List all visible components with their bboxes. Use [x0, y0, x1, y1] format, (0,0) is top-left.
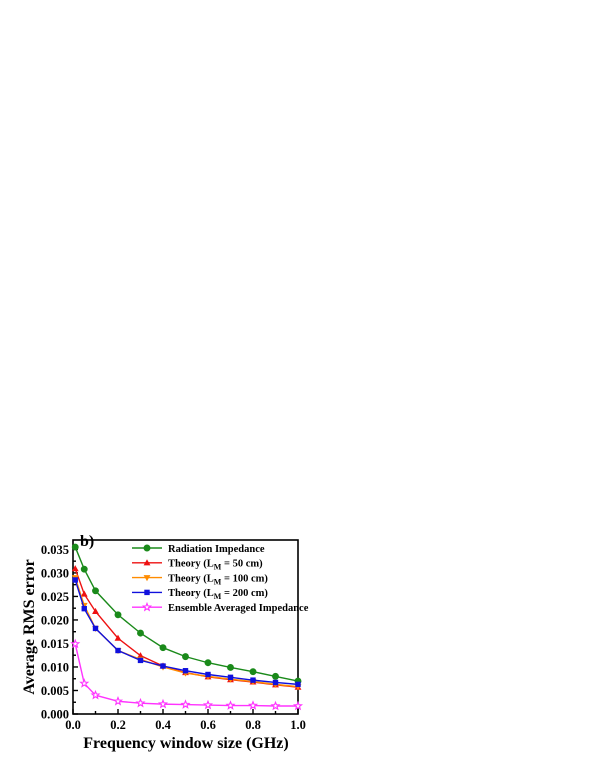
data-point: [225, 700, 236, 710]
data-point: [79, 678, 90, 688]
legend-entry: Radiation Impedance: [132, 544, 265, 555]
data-point: [92, 587, 99, 595]
data-point: [180, 699, 191, 709]
x-axis-title: Frequency window size (GHz): [83, 735, 288, 752]
data-point: [247, 700, 259, 710]
x-tick-label: 0.2: [110, 718, 126, 732]
legend-marker: [143, 559, 151, 566]
legend-label: Radiation Impedance: [168, 544, 265, 555]
data-point: [159, 644, 167, 652]
y-tick-label: 0.025: [41, 590, 69, 604]
data-point: [92, 607, 99, 615]
data-point: [182, 653, 189, 661]
legend-label: Theory (LM = 200 cm): [168, 588, 268, 601]
x-tick-label: 0.4: [155, 718, 171, 732]
plot-area: 0.0 0.2 0.4 0.6 0.8 1.0 0.000 0.005 0.010 0.015 0.…: [41, 539, 306, 732]
data-point: [157, 698, 169, 709]
data-point: [80, 590, 88, 597]
legend-entry: Theory (LM = 100 cm): [132, 573, 268, 586]
data-point: [114, 611, 122, 619]
x-tick-label: 0.0: [65, 718, 81, 732]
data-point: [72, 577, 78, 583]
data-point: [295, 681, 301, 688]
data-point: [92, 625, 99, 632]
data-point: [227, 674, 234, 681]
x-tick-label: 1.0: [290, 718, 306, 732]
data-point: [272, 679, 279, 686]
y-axis-title: Average RMS error: [21, 559, 38, 694]
data-point: [227, 663, 234, 671]
y-tick-label: 0.020: [41, 613, 69, 627]
series-1: [71, 543, 302, 685]
data-point: [90, 689, 101, 700]
data-point: [81, 605, 87, 612]
x-tick-label: 0.8: [245, 718, 261, 732]
data-point: [71, 565, 79, 572]
data-point: [249, 668, 257, 676]
data-point: [270, 700, 281, 711]
legend-marker: [143, 544, 151, 552]
series-5: [70, 638, 304, 711]
data-point: [114, 634, 122, 641]
data-point: [112, 695, 124, 706]
legend-label: Theory (LM = 50 cm): [168, 559, 263, 572]
legend-marker: [141, 601, 153, 612]
legend-entry: Theory (LM = 50 cm): [132, 559, 263, 572]
series-line: [74, 643, 298, 707]
data-point: [80, 565, 88, 573]
data-point: [137, 657, 144, 664]
data-point: [272, 672, 279, 680]
y-tick-label: 0.030: [41, 566, 69, 580]
data-point: [71, 543, 79, 551]
series-line: [74, 579, 299, 686]
data-point: [137, 629, 144, 637]
series-4: [72, 577, 301, 688]
data-point: [160, 663, 166, 669]
legend-entry: Ensemble Averaged Impedance: [132, 601, 309, 614]
data-point: [137, 652, 144, 659]
data-point: [205, 671, 211, 678]
y-tick-label: 0.015: [41, 637, 69, 651]
data-point: [204, 659, 212, 667]
data-point: [202, 699, 214, 710]
legend-marker: [144, 589, 150, 596]
x-tick-label: 0.6: [200, 718, 216, 732]
data-point: [70, 638, 81, 649]
data-point: [135, 697, 146, 708]
y-tick-label: 0.000: [41, 708, 69, 722]
legend-entry: Theory (LM = 200 cm): [132, 588, 268, 601]
data-point: [182, 668, 189, 674]
y-tick-label: 0.035: [41, 543, 69, 557]
data-point: [115, 647, 121, 654]
data-point: [250, 677, 256, 683]
legend-label: Ensemble Averaged Impedance: [168, 603, 309, 614]
data-point: [292, 700, 304, 711]
y-tick-label: 0.010: [41, 660, 69, 674]
y-tick-label: 0.005: [41, 684, 69, 698]
panel-label: b): [80, 533, 94, 550]
legend-marker: [143, 575, 151, 582]
series-line: [74, 546, 299, 682]
legend-label: Theory (LM = 100 cm): [168, 573, 268, 586]
